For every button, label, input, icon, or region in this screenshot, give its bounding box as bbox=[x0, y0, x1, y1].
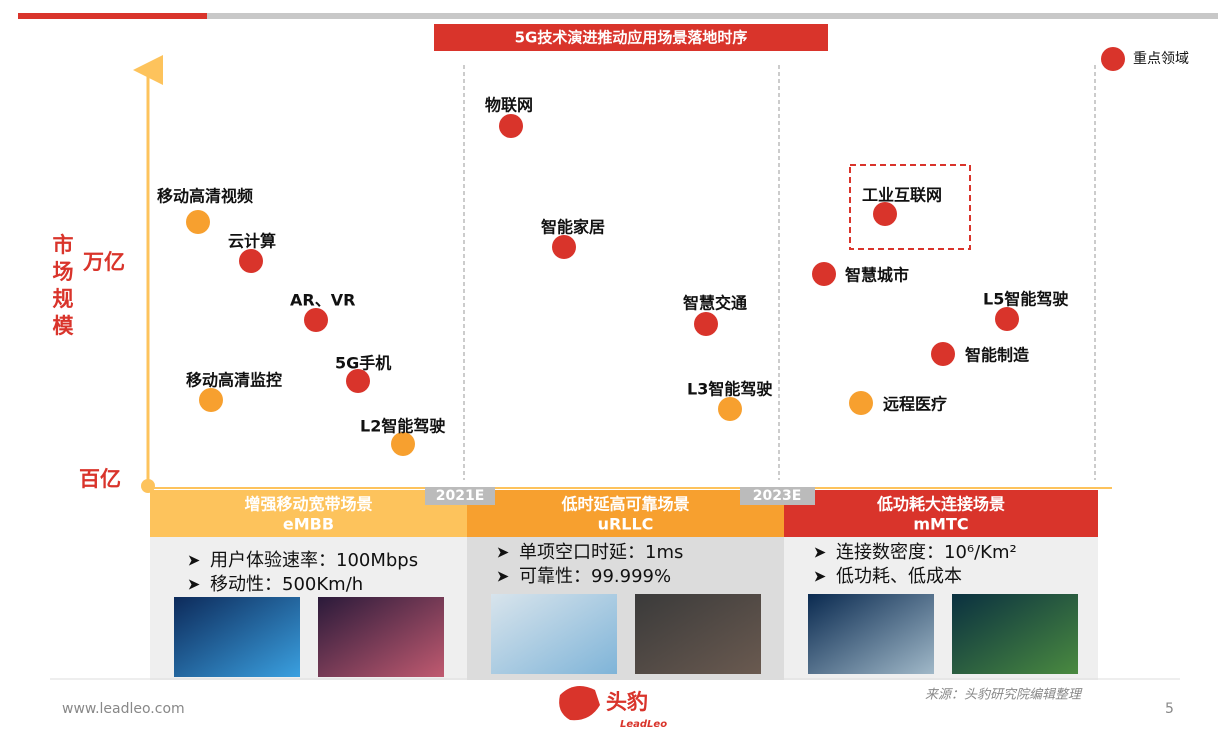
scene-image bbox=[491, 594, 617, 674]
point-marker bbox=[718, 397, 742, 421]
top-bar bbox=[207, 13, 1218, 19]
page-number: 5 bbox=[1165, 701, 1174, 717]
bullet-arrow: ➤ bbox=[813, 543, 826, 562]
bullet: 移动性：500Km/h bbox=[210, 574, 363, 595]
y-axis-label: 市场规模 bbox=[53, 233, 75, 338]
bullet-arrow: ➤ bbox=[496, 567, 509, 586]
scene-image bbox=[635, 594, 761, 674]
y-low: 百亿 bbox=[79, 467, 121, 491]
milestone: 2021E bbox=[436, 488, 485, 504]
point-label: 智能制造 bbox=[965, 346, 1030, 365]
point-label: L2智能驾驶 bbox=[360, 417, 445, 436]
logo: 头豹 bbox=[606, 690, 648, 714]
point-label: 智能家居 bbox=[541, 218, 605, 237]
point-marker bbox=[812, 262, 836, 286]
bullet: 可靠性：99.999% bbox=[519, 566, 671, 587]
bullet: 低功耗、低成本 bbox=[836, 566, 962, 587]
phase-header bbox=[784, 490, 1098, 537]
point-marker bbox=[931, 342, 955, 366]
scene-image bbox=[174, 597, 300, 677]
legend-marker bbox=[1101, 47, 1125, 71]
phase-header bbox=[150, 490, 467, 537]
point-label: 物联网 bbox=[485, 96, 533, 115]
y-high: 万亿 bbox=[82, 250, 125, 274]
point-label: 智慧交通 bbox=[683, 294, 747, 313]
point-marker bbox=[346, 369, 370, 393]
milestone: 2023E bbox=[753, 488, 802, 504]
logo-icon bbox=[559, 686, 600, 721]
top-bar-accent bbox=[18, 13, 207, 19]
point-label: 云计算 bbox=[228, 232, 276, 251]
point-marker bbox=[694, 312, 718, 336]
phase-title: 低功耗大连接场景 bbox=[876, 495, 1005, 514]
scene-image bbox=[318, 597, 444, 677]
axis-origin bbox=[141, 479, 155, 493]
logo-sub: LeadLeo bbox=[620, 719, 667, 730]
point-label: L3智能驾驶 bbox=[687, 380, 772, 399]
point-label: 工业互联网 bbox=[862, 186, 942, 205]
point-marker bbox=[552, 235, 576, 259]
phase-code: mMTC bbox=[913, 515, 968, 534]
point-label: 移动高清监控 bbox=[186, 371, 282, 390]
point-label: 远程医疗 bbox=[883, 395, 947, 414]
bullet: 用户体验速率：100Mbps bbox=[210, 550, 418, 571]
bullet: 连接数密度：10⁶/Km² bbox=[836, 542, 1017, 563]
bullet-arrow: ➤ bbox=[187, 551, 200, 570]
point-label: 5G手机 bbox=[335, 354, 391, 373]
point-marker bbox=[995, 307, 1019, 331]
title: 5G技术演进推动应用场景落地时序 bbox=[515, 29, 748, 47]
point-marker bbox=[849, 391, 873, 415]
point-label: L5智能驾驶 bbox=[983, 290, 1068, 309]
scene-image bbox=[808, 594, 934, 674]
point-marker bbox=[499, 114, 523, 138]
milestone-box bbox=[425, 487, 495, 505]
point-label: 移动高清视频 bbox=[157, 187, 253, 206]
bullet-arrow: ➤ bbox=[187, 575, 200, 594]
point-marker bbox=[873, 202, 897, 226]
phase-header bbox=[467, 490, 784, 537]
website: www.leadleo.com bbox=[62, 701, 185, 717]
bullet-arrow: ➤ bbox=[496, 543, 509, 562]
source: 来源：头豹研究院编辑整理 bbox=[925, 687, 1083, 703]
bullet-arrow: ➤ bbox=[813, 567, 826, 586]
phase-code: eMBB bbox=[283, 515, 334, 534]
phase-code: uRLLC bbox=[598, 515, 654, 534]
milestone-box bbox=[740, 487, 815, 505]
title-box bbox=[434, 24, 828, 51]
phase-title: 增强移动宽带场景 bbox=[244, 495, 372, 514]
point-marker bbox=[239, 249, 263, 273]
point-marker bbox=[186, 210, 210, 234]
point-label: 智慧城市 bbox=[845, 266, 909, 285]
highlight-box bbox=[849, 164, 971, 250]
point-label: AR、VR bbox=[290, 291, 355, 310]
scene-image bbox=[952, 594, 1078, 674]
legend-label: 重点领域 bbox=[1133, 51, 1189, 67]
bullet: 单项空口时延：1ms bbox=[519, 542, 683, 563]
point-marker bbox=[199, 388, 223, 412]
point-marker bbox=[304, 308, 328, 332]
point-marker bbox=[391, 432, 415, 456]
phase-title: 低时延高可靠场景 bbox=[560, 495, 689, 514]
